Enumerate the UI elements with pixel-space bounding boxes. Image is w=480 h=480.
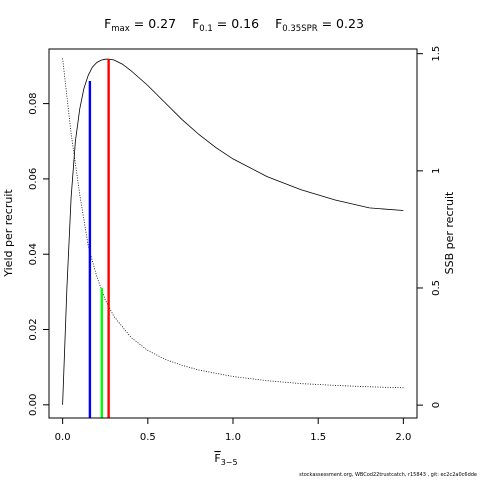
x-tick-label: 0.5 [140, 432, 156, 443]
x-tick-label: 1.5 [310, 432, 326, 443]
y-left-tick-label: 0.00 [28, 394, 39, 416]
title-part-2: F [275, 16, 282, 31]
title-value-0: = 0.27 [130, 16, 176, 31]
y-right-tick-label: 0.5 [431, 280, 442, 296]
x-label-sub: 3−5 [221, 458, 238, 467]
title-value-1: = 0.16 [213, 16, 259, 31]
y-left-tick-label: 0.06 [28, 168, 39, 190]
y-axis-left: 0.00 0.02 0.04 0.06 0.08 [28, 92, 50, 416]
title-value-2: = 0.23 [318, 16, 364, 31]
title-part-1: F [192, 16, 199, 31]
footer-source: stockassessment.org, WBCod22trustcatch, … [299, 472, 477, 478]
y-right-tick-label: 1.5 [431, 46, 442, 62]
y-left-tick-label: 0.02 [28, 318, 39, 340]
x-label-main: F [214, 452, 220, 465]
title-part-0: F [104, 16, 111, 31]
y-right-tick-label: 0 [431, 402, 442, 408]
x-tick-label: 1.0 [225, 432, 241, 443]
ssb-per-recruit-line [62, 58, 404, 389]
title-sub-0: max [111, 24, 130, 34]
title-sub-2: 0.35SPR [282, 24, 317, 34]
y-axis-right-label: SSB per recruit [443, 191, 456, 274]
title-sub-1: 0.1 [199, 24, 213, 34]
y-left-tick-label: 0.04 [28, 243, 39, 265]
yield-per-recruit-line [62, 58, 404, 405]
x-tick-label: 0.0 [55, 432, 71, 443]
y-left-tick-label: 0.08 [28, 92, 39, 114]
y-axis-left-label: Yield per recruit [2, 189, 15, 278]
y-axis-right: 0 0.5 1 1.5 [416, 46, 442, 408]
y-right-tick-label: 1 [431, 168, 442, 174]
plot-area [62, 58, 404, 418]
x-tick-label: 2.0 [395, 432, 411, 443]
x-axis-label: F3−5 [214, 452, 237, 467]
plot-box [48, 48, 418, 419]
x-axis: 0.0 0.5 1.0 1.5 2.0 [55, 417, 411, 443]
chart-title: Fmax = 0.27 F0.1 = 0.16 F0.35SPR = 0.23 [104, 16, 364, 34]
